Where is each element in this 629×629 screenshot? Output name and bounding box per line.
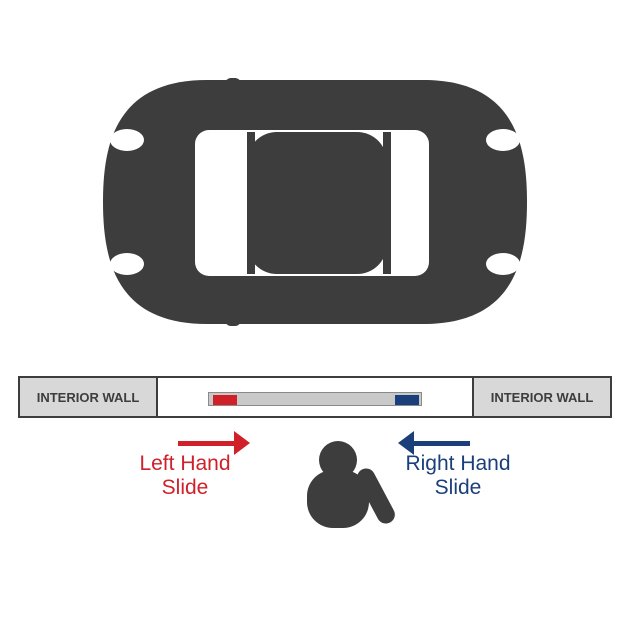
diagram-canvas: INTERIOR WALL INTERIOR WALL Left Hand Sl… — [0, 0, 629, 629]
right-hand-slide-label-line1: Right Hand — [405, 452, 510, 475]
interior-wall-left: INTERIOR WALL — [18, 376, 158, 418]
wall-row: INTERIOR WALL INTERIOR WALL — [0, 376, 629, 418]
person-top-view — [278, 430, 398, 550]
interior-wall-right-label: INTERIOR WALL — [491, 390, 594, 405]
right-hand-slide-label: Right Hand Slide — [378, 452, 538, 500]
door-track-red-band — [213, 395, 237, 405]
door-track-blue-band — [395, 395, 419, 405]
left-hand-slide-label: Left Hand Slide — [110, 452, 260, 500]
right-hand-slide-label-line2: Slide — [435, 476, 482, 499]
door-track — [208, 392, 422, 406]
car-top-view — [97, 72, 533, 332]
left-hand-slide-label-line1: Left Hand — [139, 452, 230, 475]
interior-wall-right: INTERIOR WALL — [472, 376, 612, 418]
left-hand-slide-label-line2: Slide — [162, 476, 209, 499]
door-opening — [158, 376, 472, 418]
interior-wall-left-label: INTERIOR WALL — [37, 390, 140, 405]
